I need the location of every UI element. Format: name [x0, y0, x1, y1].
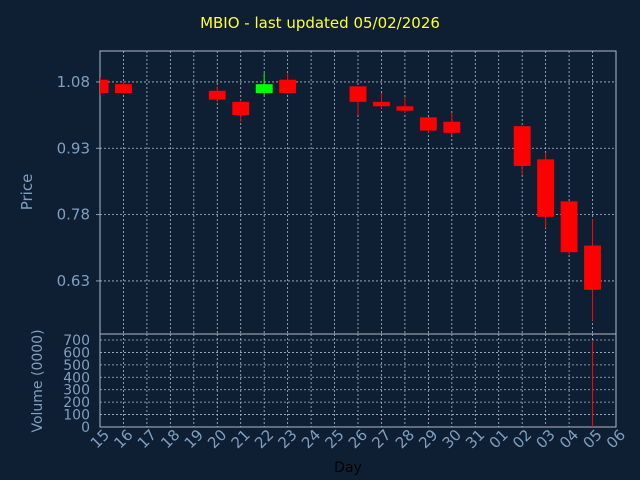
volume-tick-label: 300	[63, 383, 90, 399]
x-tick-label: 04	[556, 426, 582, 452]
x-tick-label: 01	[486, 426, 512, 452]
x-tick-label: 06	[603, 426, 629, 452]
x-tick-label: 03	[533, 426, 559, 452]
candle-body	[349, 86, 367, 102]
x-tick-label: 15	[87, 426, 113, 452]
price-tick-label: 0.78	[57, 206, 90, 224]
x-tick-label: 18	[157, 426, 183, 452]
volume-tick-label: 400	[63, 370, 90, 386]
price-tick-label: 0.93	[57, 139, 90, 157]
volume-tick-label: 600	[63, 345, 90, 361]
x-tick-label: 23	[275, 426, 301, 452]
candle-body	[279, 79, 297, 94]
x-tick-label: 28	[392, 426, 418, 452]
x-tick-label: 21	[228, 426, 254, 452]
candle-body	[584, 245, 601, 290]
candle-body	[373, 101, 390, 107]
x-tick-label: 24	[298, 426, 324, 452]
x-tick-label: 30	[439, 426, 465, 452]
x-tick-label: 31	[462, 426, 488, 452]
volume-panel-border	[99, 333, 617, 428]
x-tick-label: 02	[509, 426, 535, 452]
volume-tick-label: 100	[63, 408, 90, 424]
candle-body	[443, 121, 461, 133]
x-tick-label: 29	[415, 426, 441, 452]
candle-body	[255, 84, 273, 94]
candle-body	[560, 201, 578, 253]
x-axis-label: Day	[334, 460, 362, 476]
chart-title: MBIO - last updated 05/02/2026	[200, 14, 440, 32]
volume-tick-label: 500	[63, 358, 90, 374]
candle-body	[513, 126, 531, 166]
volume-tick-label: 700	[63, 333, 90, 349]
candle-body	[419, 117, 437, 131]
x-tick-label: 27	[368, 426, 394, 452]
volume-axis-label: Volume (0000)	[30, 329, 46, 432]
x-tick-label: 05	[579, 426, 605, 452]
candle-body	[100, 79, 109, 94]
candle-body	[232, 101, 250, 116]
x-tick-label: 17	[134, 426, 160, 452]
volume-tick-label: 200	[63, 395, 90, 411]
candle-body	[208, 90, 226, 100]
x-tick-label: 16	[110, 426, 136, 452]
x-tick-label: 25	[321, 426, 347, 452]
x-tick-label: 26	[345, 426, 371, 452]
volume-tick-label: 0	[81, 420, 90, 436]
price-axis-label: Price	[18, 174, 36, 211]
candle-body	[537, 159, 555, 217]
price-tick-label: 0.63	[57, 272, 90, 290]
x-tick-label: 22	[251, 426, 277, 452]
candle-body	[115, 84, 132, 94]
candle-body	[396, 106, 414, 111]
price-tick-label: 1.08	[57, 73, 90, 91]
x-tick-label: 20	[204, 426, 230, 452]
x-tick-label: 19	[181, 426, 207, 452]
